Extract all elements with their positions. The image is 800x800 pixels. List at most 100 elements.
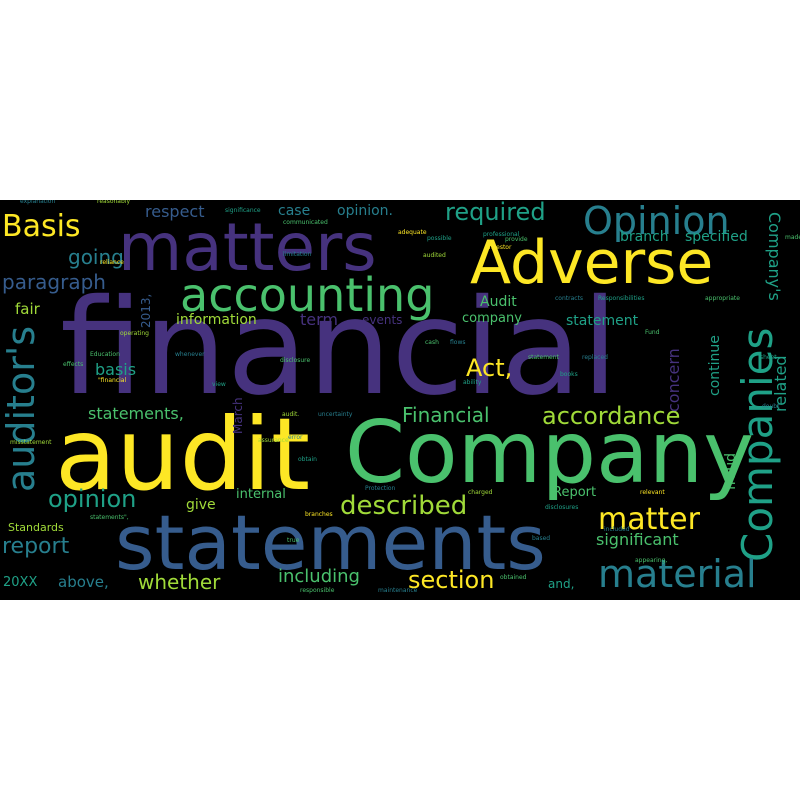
word-small: professional [483,231,520,238]
word-accordance: accordance [542,402,681,430]
word-small: doubt [762,403,780,410]
word-act: Act, [466,354,513,382]
word-basis: basis [95,360,137,379]
word-small: error [288,434,303,441]
word-small: flows [450,339,466,346]
word-small: sheet [760,354,777,361]
word-small: communicated [283,219,328,226]
word-give: give [186,497,216,513]
word-small: cash [425,339,439,346]
word-small: significance [225,207,261,214]
word-opinion-dot: opinion. [337,203,393,219]
word-small: Protection [365,485,396,492]
word-term: term [300,310,338,329]
word-small: ability [463,379,482,386]
word-small: based [532,535,551,542]
word-concern: concern [664,348,683,412]
word-small: contracts [555,295,584,302]
word-statement: statement [566,313,639,329]
word-specified: specified [685,229,748,245]
word-20xx: 20XX [3,575,38,590]
word-small: Education [90,351,120,358]
word-small: Responsibilities [598,295,645,302]
word-paragraph: paragraph [2,270,106,294]
word-march: March [231,397,245,434]
word-significant: significant [596,530,679,549]
word-company-low: company [462,311,522,326]
word-standards: Standards [8,521,64,534]
word-small: included [604,526,630,533]
word-financial-cap: Financial [402,403,490,427]
word-small: Fund [645,329,660,336]
word-small: branches [305,511,333,518]
word-section: section [408,566,495,594]
word-small: limitation [283,251,312,258]
word-internal: internal [236,487,286,502]
word-small: misstatement [10,439,52,446]
word-branch: branch [620,229,669,245]
word-companys: Company's [765,212,784,301]
word-small: maintenance [378,587,418,594]
word-financial: financial [60,271,619,425]
word-matter: matter [598,502,700,537]
word-accounting: accounting [180,268,435,322]
word-small: whenever [175,351,205,358]
word-fraud: fraud [723,452,739,490]
word-material: material [598,552,757,596]
word-small: made [785,234,800,241]
word-required: required [445,200,546,226]
word-small: audited [423,252,446,259]
word-described: described [340,491,468,521]
word-small: replaced [582,354,608,361]
word-small: audit. [282,411,300,418]
word-including: including [278,566,360,587]
word-above: above, [58,573,109,591]
word-small: statement [528,354,559,361]
word-statements: statements [115,498,546,587]
word-small: relevant [640,489,665,496]
word-small: responsible [300,587,335,594]
word-small: operating [120,330,149,337]
word-small: uncertainty [318,411,353,418]
word-small: charged [468,489,493,496]
word-small: adequate [398,229,427,236]
word-cloud: financial audit Company statements Adver… [0,200,800,600]
word-auditors: auditor's [0,325,43,492]
word-small: books [560,371,578,378]
word-small: view [212,381,226,388]
word-basis-cap: Basis [2,209,81,244]
word-report: report [2,534,70,559]
word-small: disclosures [545,504,579,511]
word-adverse: Adverse [470,228,714,298]
word-report-cap: Report [553,485,597,500]
word-small: explanation [20,200,56,205]
word-small: reasonably [97,200,131,205]
word-small: "financial [98,377,127,384]
word-small: appearing, [635,557,668,564]
word-information: information [176,312,257,328]
word-small: true [287,537,300,544]
word-and: and, [548,577,575,591]
word-whether: whether [138,570,221,594]
word-small: possible [427,235,452,242]
word-small: statements", [90,514,129,521]
word-continue: continue [707,335,723,396]
word-events: events [362,313,403,327]
word-fair: fair [15,300,40,318]
word-company: Company [345,403,755,503]
word-2013: 2013, [139,293,153,328]
word-matters: matters [118,209,377,286]
word-small: provide [505,236,528,243]
word-audit-cap: Audit [480,294,517,310]
word-small: appropriate [705,295,740,302]
word-respect: respect [145,202,205,221]
word-opinion: opinion [48,485,137,513]
word-small: Investor [487,244,512,251]
word-small: obtained [500,574,527,581]
word-statements-comma: statements, [88,404,184,423]
word-going: going [68,245,124,269]
word-case: case [278,203,311,219]
word-small: reliance [100,259,124,266]
word-opinion-cap: Opinion [583,200,730,243]
word-small: disclosure [280,357,311,364]
